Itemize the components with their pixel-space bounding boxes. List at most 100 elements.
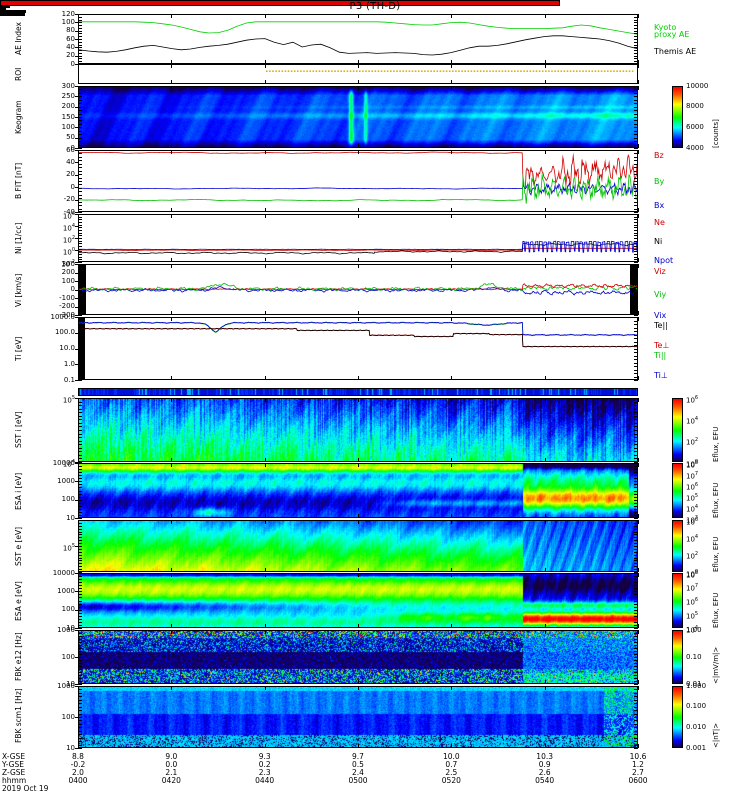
keogram-y-tick: 200 [61, 102, 75, 111]
ni-y-tick: 104 [62, 222, 75, 232]
axis-value: 2.6 [538, 768, 551, 777]
ti-axis-label: Ti [eV] [14, 336, 23, 361]
keogram-y-tick: 100 [61, 122, 75, 131]
axis-row-label-x-gse: X-GSE [2, 752, 26, 761]
panel-fbk-scm1-image [79, 687, 637, 747]
ti-y-tick: 10.0 [59, 344, 75, 352]
ni-axis-label: Ni [1/cc] [14, 222, 23, 254]
vi-y-tick: 100 [61, 276, 75, 285]
legend-label: proxy AE [654, 30, 690, 39]
legend-label: Ti⊥ [654, 371, 668, 380]
colorbar-esa-i-tick: 104 [686, 503, 699, 513]
panel-sst-i [78, 398, 638, 462]
axis-value: 9.3 [258, 752, 271, 761]
colorbar-sst-e-tick: 102 [686, 551, 699, 561]
colorbar-esa-e-tick: 107 [686, 583, 699, 593]
axis-value: 0420 [161, 776, 181, 785]
ni-y-tick: 106 [62, 210, 75, 220]
fbk-e-axis-label: FBK e12 [Hz] [14, 632, 23, 682]
colorbar-keogram-unit: [counts] [712, 119, 720, 148]
sst-i-y-tick: 105 [62, 394, 75, 404]
legend-label: Ne [654, 218, 665, 227]
axis-value: 9.0 [165, 752, 178, 761]
ae-y-tick: 40 [66, 42, 75, 51]
sst-i-y-tick: 104 [62, 458, 75, 468]
panel-fbk-scm1 [78, 686, 638, 748]
fbk-b-y-tick: 1000 [57, 681, 75, 690]
colorbar-esa-i-tick: 108 [686, 459, 699, 469]
axis-value: 0500 [348, 776, 368, 785]
colorbar-sst-e-unit: Eflux, EFU [712, 536, 720, 572]
axis-value: 0.9 [538, 760, 551, 769]
axis-value: 0600 [628, 776, 648, 785]
panel-ni [78, 214, 638, 262]
colorbar-esa-e-tick: 106 [686, 597, 699, 607]
legend-label: By [654, 177, 665, 186]
colorbar-sst-e-tick: 100 [686, 568, 699, 578]
colorbar-sst-i [672, 398, 683, 462]
ni-y-tick: 10-2 [61, 258, 75, 268]
axis-date-label: 2019 Oct 19 [2, 784, 49, 793]
panel-roi [78, 64, 638, 84]
keogram-y-tick: 250 [61, 91, 75, 100]
colorbar-sst-i-unit: Eflux, EFU [712, 426, 720, 462]
axis-value: 10.6 [629, 752, 647, 761]
panel-esa-e [78, 573, 638, 628]
panel-esa-e-image [79, 574, 637, 627]
colorbar-fbk-b [672, 686, 683, 748]
ti-y-tick: 0.1 [63, 375, 75, 384]
colorbar-fbk-e-unit: <|mV/m|> [712, 646, 720, 684]
colorbar-fbk-e [672, 630, 683, 684]
fbk-e-y-tick: 100 [61, 652, 75, 661]
bfit-y-tick: 20 [66, 170, 75, 179]
colorbar-esa-e-tick: 108 [686, 569, 699, 579]
colorbar-esa-i [672, 463, 683, 518]
keogram-y-tick: 0 [70, 143, 75, 152]
esa-i-axis-label: ESA i [eV] [14, 471, 23, 510]
colorbar-fbk-e-tick: 1.00 [686, 625, 702, 634]
page-title: P3 (TH-D) [349, 1, 401, 12]
colorbar-fbk-b-unit: <|nT|> [712, 722, 720, 748]
axis-value: -0.2 [70, 760, 86, 769]
ti-y-tick: 1000.0 [50, 312, 76, 321]
vi-y-tick: -100 [59, 293, 75, 302]
vi-y-tick: -300 [59, 310, 75, 319]
esa-e-y-tick: 10000 [52, 568, 75, 577]
axis-value: 2.1 [165, 768, 178, 777]
keogram-y-tick: 300 [61, 81, 75, 90]
colorbar-keogram-gradient [673, 87, 682, 147]
esa-i-y-tick: 10000 [52, 458, 75, 467]
colorbar-fbk-b-tick: 1.000 [686, 681, 707, 690]
bfit-y-tick: 0 [70, 182, 75, 191]
bfit-y-tick: -20 [63, 195, 75, 204]
esa-i-y-tick: 10 [66, 513, 75, 522]
panel-vi [78, 264, 638, 315]
status-marker [0, 13, 26, 16]
colorbar-fbk-e-tick: 0.10 [686, 652, 702, 661]
status-marker [0, 6, 11, 8]
axis-value: 2.0 [72, 768, 84, 777]
axis-value: 0.5 [352, 760, 364, 769]
colorbar-sst-i-gradient [673, 399, 682, 461]
colorbar-sst-e-gradient [673, 521, 682, 571]
status-bar-blue [78, 388, 638, 396]
colorbar-esa-e-tick: 105 [686, 610, 699, 621]
status-marker [0, 8, 6, 10]
ae-y-tick: 20 [66, 51, 75, 60]
axis-value: 9.7 [352, 752, 364, 761]
legend-label: Bx [654, 201, 665, 210]
ni-y-tick: 102 [62, 234, 75, 244]
legend-label: Ni [654, 237, 663, 246]
axis-value: 0400 [68, 776, 88, 785]
fbk-b-axis-label: FBK scm1 [Hz] [14, 688, 23, 743]
axis-value: 2.4 [352, 768, 364, 777]
ti-y-tick: 1.0 [63, 359, 75, 368]
x-axis-labels: X-GSE 8.8 9.0 9.3 9.7 10.0 10.3 10.6 Y-GSE -0.2 0.… [0, 750, 750, 800]
ae-y-tick: 120 [61, 9, 75, 18]
axis-value: 0440 [255, 776, 275, 785]
colorbar-keogram-tick: 6000 [686, 122, 704, 131]
esa-e-y-tick: 10 [66, 623, 75, 632]
plot-trace [79, 151, 637, 211]
ae-y-tick: 80 [66, 26, 75, 35]
axis-value: 1.2 [632, 760, 644, 769]
